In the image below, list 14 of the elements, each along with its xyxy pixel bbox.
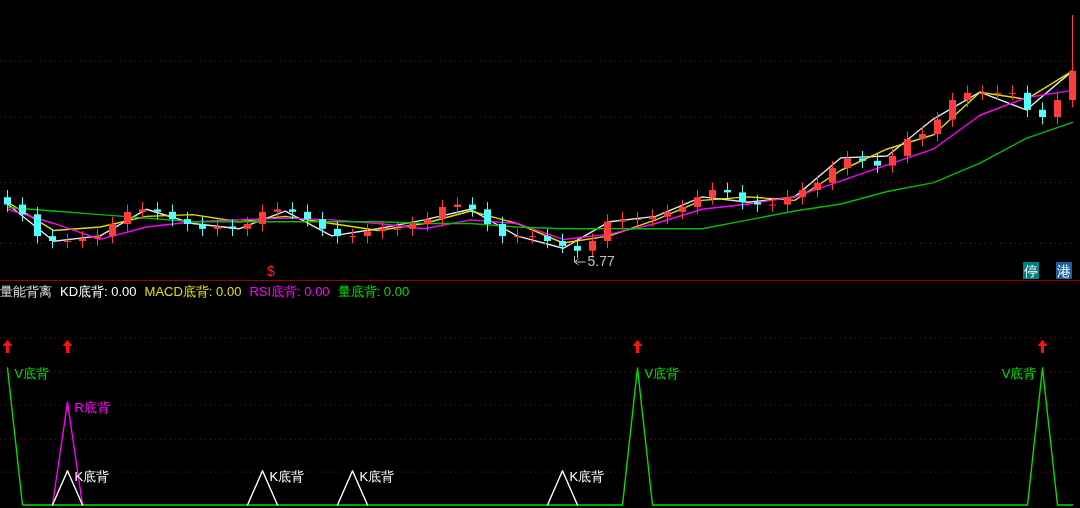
annotation: V底背 xyxy=(644,366,680,381)
legend-label: MACD底背: 0.00 xyxy=(144,284,242,299)
annotation: 5.77 xyxy=(587,253,615,269)
text: 量底背: 0.00 xyxy=(337,284,410,299)
annotation: K底背 xyxy=(359,468,395,484)
annotation: R底背 xyxy=(74,400,110,416)
annotation: V底背 xyxy=(1001,366,1037,381)
text: RSI底背: 0.00 xyxy=(249,284,330,299)
annotation: K底背 xyxy=(269,468,305,484)
text: KD底背: 0.00 xyxy=(60,284,137,299)
annotation: K底背 xyxy=(569,468,605,484)
chart-title: 量能背离 xyxy=(0,284,52,299)
annotation: V底背 xyxy=(14,366,50,381)
text: $ xyxy=(267,263,276,279)
